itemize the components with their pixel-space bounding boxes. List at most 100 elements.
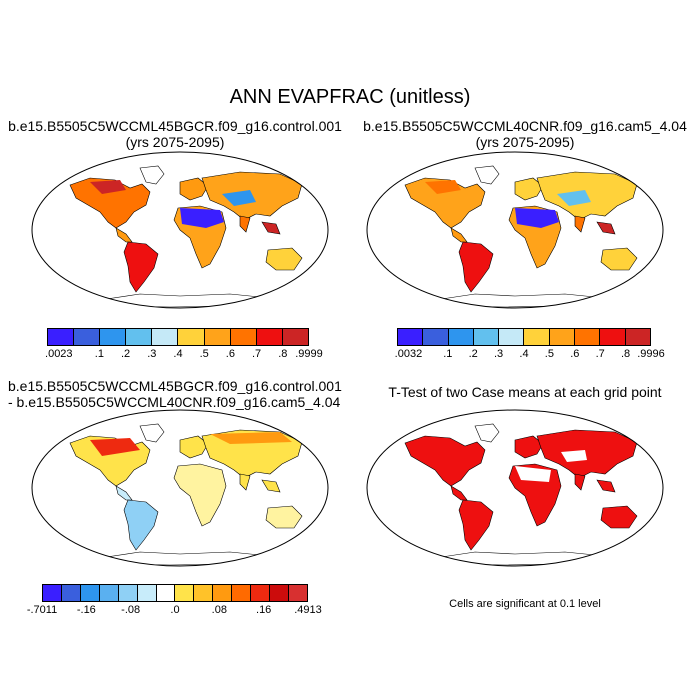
colorbar-swatches [42,584,308,602]
colorbar-tick-label: .3 [494,348,504,360]
central-asia-region [222,190,256,206]
seAsia-land [261,221,281,235]
colorbar-swatch [43,585,62,601]
colorbar-case1: .0023 .1 .2 .3 .4 .5 .6 .7 .8 .9999 [45,328,323,364]
antarctica-land [434,551,617,566]
panel-3-title: b.e15.B5505C5WCCML45BGCR.f09_g16.control… [8,378,348,410]
colorbar-tick-label: -.16 [76,604,96,616]
europe-land [179,177,209,201]
panel-1-title-line1: b.e15.B5505C5WCCML45BGCR.f09_g16.control… [8,118,342,134]
colorbar-tick-label: .4 [519,348,529,360]
colorbar-tick-label: .6 [225,348,235,360]
centralAmerica-land [115,485,133,501]
colorbar-swatch [126,329,153,345]
europe-land [179,435,209,459]
colorbar-case2: .0032 .1 .2 .3 .4 .5 .6 .7 .8 .9996 [394,328,665,364]
africa-land [173,463,227,527]
southAmerica-land [458,241,494,293]
sahara-region [515,466,551,482]
panel-2-title-line2: (yrs 2075-2095) [475,134,575,150]
figure-title: ANN EVAPFRAC (unitless) [229,86,471,108]
colorbar-swatch [194,585,214,601]
colorbar-tick-label: .0023 [45,348,73,360]
colorbar-difference: -.7011 -.16 -.08 .0 .08 .16 .4913 [27,584,322,620]
colorbar-swatch [270,585,289,601]
colorbar-swatch [156,585,176,601]
colorbar-swatch [448,329,474,345]
colorbar-tick-label: .7 [595,348,605,360]
colorbar-tick-label: .1 [443,348,453,360]
colorbar-swatch [175,585,195,601]
antarctica-land [99,551,282,566]
colorbar-tick-label: .6 [570,348,580,360]
canada-region [90,438,140,456]
colorbar-swatch [100,329,127,345]
colorbar-tick-label: .9996 [637,348,665,360]
india-land [574,215,586,233]
colorbar-swatches [397,328,651,346]
colorbar-tick-label: .16 [256,604,272,616]
colorbar-swatch [423,329,449,345]
greenland-land [474,423,500,443]
asia-land [536,429,638,479]
colorbar-swatch [61,585,81,601]
map-border [31,151,329,309]
map-border [366,409,664,567]
colorbar-tick-label: -.08 [121,604,141,616]
colorbar-swatch [48,329,75,345]
map-border [31,409,329,567]
colorbar-swatch [137,585,157,601]
colorbar-tick-label: .8 [278,348,288,360]
australia-land [600,505,638,529]
greenland-land [139,423,165,443]
central-asia-region [557,190,591,206]
panel-2-title-line1: b.e15.B5505C5WCCML40CNR.f09_g16.cam5_4.0… [363,118,687,134]
colorbar-swatch [549,329,576,345]
panel-3-title-line1: b.e15.B5505C5WCCML45BGCR.f09_g16.control… [8,378,342,394]
antarctica-land [99,293,282,308]
map-border [366,151,664,309]
australia-land [600,247,638,271]
colorbar-swatch [625,329,650,345]
colorbar-tick-label: .5 [544,348,554,360]
india-land [239,215,251,233]
southAmerica-land [123,241,159,293]
panel-1-title-line2: (yrs 2075-2095) [125,134,225,150]
europe-land [514,435,544,459]
antarctica-land [434,293,617,308]
colorbar-swatch [232,585,252,601]
land-areas [404,165,638,308]
colorbar-swatch [282,329,308,345]
map-difference [31,409,329,567]
map-ttest [366,409,664,567]
centralAmerica-land [450,485,468,501]
panel-4-title: T-Test of two Case means at each grid po… [388,384,662,400]
colorbar-swatch [398,329,424,345]
colorbar-tick-label: .2 [468,348,478,360]
greenland-land [139,165,165,185]
colorbar-swatch [288,585,307,601]
sahara-region [515,208,559,228]
central-asia-region [561,450,587,462]
significance-note: Cells are significant at 0.1 level [449,598,601,610]
panel-2-title: b.e15.B5505C5WCCML40CNR.f09_g16.cam5_4.0… [350,118,700,150]
sahara-region [180,208,224,228]
colorbar-tick-label: -.7011 [26,604,58,616]
colorbar-tick-label: .1 [94,348,104,360]
land-areas [69,423,303,566]
southAmerica-land [123,499,159,551]
colorbar-swatch [575,329,601,345]
india-land [574,473,586,491]
australia-land [265,247,303,271]
colorbar-tick-label: .5 [199,348,209,360]
colorbar-tick-label: .9999 [295,348,323,360]
greenland-land [474,165,500,185]
canada-region [90,180,126,194]
colorbar-swatch [230,329,257,345]
southAmerica-land [458,499,494,551]
colorbar-swatch [178,329,205,345]
india-land [239,473,251,491]
colorbar-tick-label: .08 [211,604,227,616]
land-areas [69,165,303,308]
colorbar-tick-label: .0032 [394,348,423,360]
